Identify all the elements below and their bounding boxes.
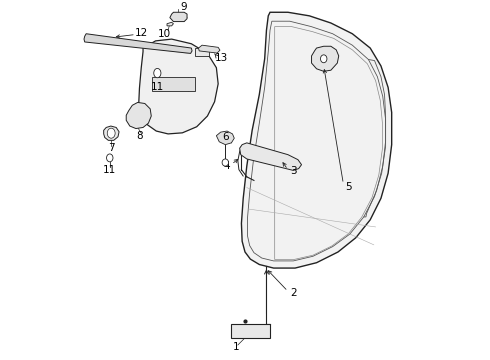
Text: 13: 13: [215, 53, 228, 63]
Polygon shape: [217, 131, 234, 145]
Text: 10: 10: [158, 29, 171, 39]
Polygon shape: [231, 324, 270, 338]
Ellipse shape: [154, 68, 161, 78]
Polygon shape: [312, 46, 339, 71]
Text: 3: 3: [290, 166, 296, 176]
Polygon shape: [152, 77, 195, 91]
Polygon shape: [139, 39, 218, 134]
Polygon shape: [240, 143, 301, 170]
Text: 9: 9: [181, 2, 188, 12]
Text: 11: 11: [103, 165, 117, 175]
Polygon shape: [104, 126, 119, 140]
Ellipse shape: [107, 128, 115, 138]
Ellipse shape: [222, 159, 228, 166]
Text: 8: 8: [136, 131, 143, 141]
Text: 12: 12: [135, 28, 148, 38]
Text: 11: 11: [151, 82, 164, 92]
Polygon shape: [195, 48, 209, 56]
Polygon shape: [198, 45, 220, 53]
Polygon shape: [84, 34, 192, 53]
Ellipse shape: [106, 154, 113, 162]
Ellipse shape: [320, 55, 327, 63]
Text: 4: 4: [224, 161, 230, 171]
Text: 6: 6: [222, 132, 229, 142]
Text: 7: 7: [108, 143, 115, 153]
Polygon shape: [126, 103, 151, 129]
Text: 2: 2: [290, 288, 296, 298]
Text: 1: 1: [232, 342, 239, 352]
Polygon shape: [242, 12, 392, 268]
Text: 5: 5: [345, 182, 352, 192]
Polygon shape: [170, 12, 187, 22]
Polygon shape: [167, 22, 173, 26]
